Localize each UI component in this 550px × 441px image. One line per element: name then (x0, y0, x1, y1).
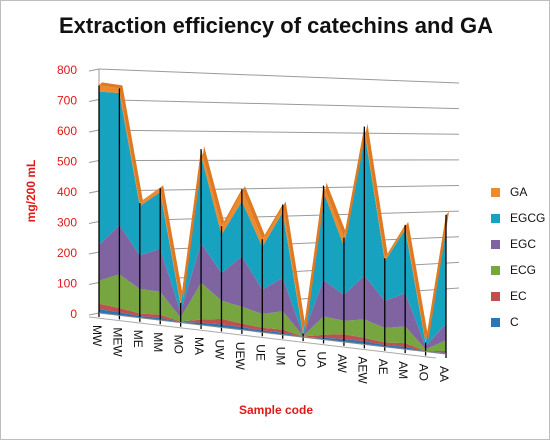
chart-legend: GA EGCG EGC ECG EC C (491, 179, 545, 335)
legend-label: EGCG (510, 211, 546, 225)
y-tick-label: 0 (70, 307, 77, 321)
x-tick-label: UA (315, 352, 329, 369)
legend-item: ECG (491, 257, 545, 283)
area-c (99, 309, 446, 354)
x-tick-label: UE (253, 344, 267, 361)
legend-item: EGC (491, 231, 545, 257)
gridline-depth (88, 282, 100, 285)
legend-swatch (491, 291, 500, 301)
legend-label: C (510, 315, 519, 329)
area-top-edge (99, 82, 449, 343)
floor-edge (98, 312, 447, 355)
x-tick-label: ME (131, 330, 145, 348)
area-egc (99, 225, 446, 350)
y-tick-label: 700 (57, 94, 77, 108)
gridline-depth (88, 221, 100, 224)
gridline (98, 159, 460, 161)
legend-label: ECG (510, 263, 537, 277)
gridline-depth (88, 190, 100, 194)
gridline-depth (88, 68, 100, 72)
y-tick-label: 100 (57, 277, 77, 291)
x-tick-label: MW (90, 325, 104, 347)
gridline-depth (88, 160, 100, 163)
x-axis-label: Sample code (238, 403, 314, 417)
x-tick-label: AE (376, 359, 390, 375)
legend-swatch (491, 265, 500, 275)
x-tick-label: UEW (233, 342, 247, 371)
legend-item: EGCG (491, 205, 545, 231)
x-tick-label: UW (212, 339, 226, 360)
y-tick-label: 400 (57, 185, 77, 199)
legend-swatch (491, 187, 500, 197)
gridline-depth (88, 251, 100, 255)
chart-title: Extraction efficiency of catechins and G… (58, 13, 493, 38)
x-tick-label: MO (172, 335, 186, 354)
y-tick-label: 200 (57, 246, 77, 260)
x-tick-label: MA (192, 337, 206, 355)
gridline-depth (88, 99, 100, 102)
gridline (98, 185, 460, 192)
gridline (98, 99, 460, 110)
x-tick-label: AW (335, 354, 349, 374)
x-tick-label: MEW (110, 327, 124, 357)
legend-label: GA (510, 185, 528, 199)
y-tick-label: 300 (57, 216, 77, 230)
x-tick-label: UM (274, 347, 288, 366)
x-tick-label: AM (396, 361, 410, 379)
legend-item: EC (491, 283, 545, 309)
legend-label: EGC (510, 237, 537, 251)
x-tick-label: UO (294, 349, 308, 367)
legend-label: EC (510, 289, 527, 303)
y-tick-label: 800 (57, 63, 77, 77)
legend-swatch (491, 213, 500, 223)
gridline-depth (88, 129, 100, 133)
legend-item: GA (491, 179, 545, 205)
legend-swatch (491, 317, 500, 327)
area-ec (99, 303, 446, 353)
y-tick-label: 500 (57, 155, 77, 169)
floor-front-edge (88, 316, 437, 359)
y-tick-label: 600 (57, 124, 77, 138)
legend-swatch (491, 239, 500, 249)
legend-item: C (491, 309, 545, 335)
y-axis-label: mg/200 mL (24, 160, 38, 223)
x-tick-label: MM (151, 332, 165, 352)
gridline (98, 68, 460, 84)
gridline-depth (88, 312, 100, 316)
x-tick-label: AA (437, 366, 451, 382)
gridline (98, 129, 460, 135)
x-tick-label: AEW (355, 356, 369, 384)
x-tick-label: AO (417, 364, 431, 381)
